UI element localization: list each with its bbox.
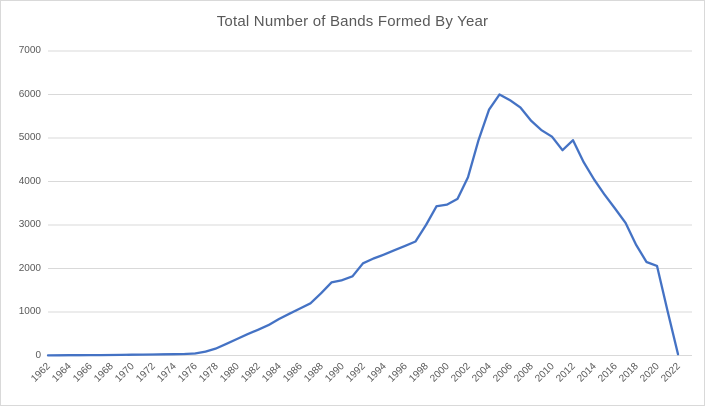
y-tick-label: 7000	[18, 45, 41, 56]
y-tick-label: 3000	[18, 219, 41, 230]
chart-title: Total Number of Bands Formed By Year	[216, 13, 489, 30]
y-tick-label: 4000	[18, 175, 41, 187]
data-line-series	[46, 93, 680, 357]
y-tick-label: 2000	[18, 262, 41, 274]
y-tick-label: 1000	[18, 306, 41, 317]
y-tick-label: 0	[35, 349, 41, 361]
y-tick-label: 6000	[18, 88, 41, 100]
y-tick-label: 5000	[18, 132, 41, 143]
